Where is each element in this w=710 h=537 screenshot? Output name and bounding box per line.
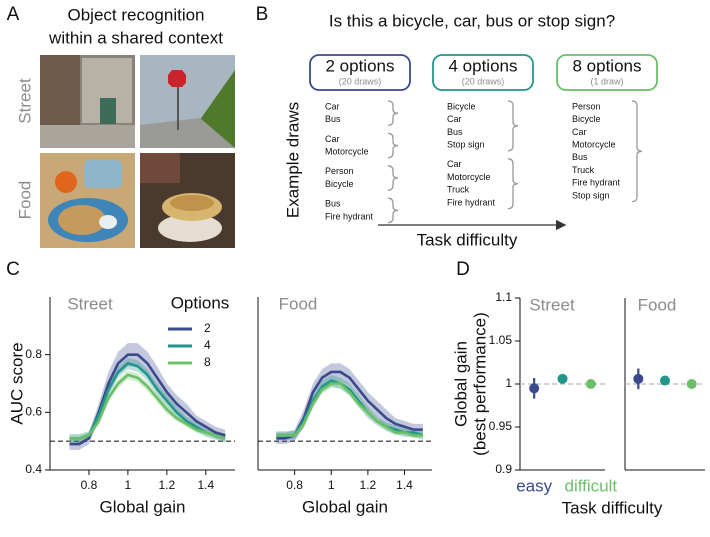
x-axis-label: Global gain xyxy=(302,497,388,516)
x-tick-label: 1.2 xyxy=(158,478,175,492)
dot xyxy=(557,373,568,384)
dot xyxy=(585,379,596,389)
x-axis-label: Task difficulty xyxy=(562,498,663,517)
example-item: Truck xyxy=(572,165,595,175)
example-item: Bus xyxy=(325,199,341,209)
example-item: Truck xyxy=(447,185,470,195)
option-box xyxy=(309,54,411,91)
x-tick-label: difficult xyxy=(565,476,618,495)
example-item: Person xyxy=(325,166,354,176)
series-line xyxy=(69,361,226,440)
brace xyxy=(387,165,399,191)
panel-title: Object recognition xyxy=(67,5,204,24)
option-name: 4 options xyxy=(449,56,518,75)
brace xyxy=(631,100,643,203)
example-item: Fire hydrant xyxy=(572,178,621,188)
option-draws: (20 draws) xyxy=(462,76,505,86)
error-band xyxy=(276,374,423,440)
dot xyxy=(660,375,670,386)
legend-label: 2 xyxy=(204,321,211,335)
example-item: Car xyxy=(447,159,462,169)
dot xyxy=(529,383,540,394)
option-name: 8 options xyxy=(573,56,642,75)
y-tick-label: 1.1 xyxy=(495,290,512,304)
example-label: Example draws xyxy=(283,102,302,218)
example-item: Person xyxy=(572,101,601,111)
example-item: Fire hydrant xyxy=(447,197,496,207)
brace xyxy=(387,197,399,224)
photo-street-1 xyxy=(40,55,135,148)
panel-label: C xyxy=(6,259,20,280)
y-axis-label: AUC score xyxy=(7,342,26,424)
legend-title: Options xyxy=(171,293,230,312)
subplot-title: Food xyxy=(279,294,318,313)
example-item: Bicycle xyxy=(572,114,601,124)
option-box xyxy=(432,54,534,91)
example-item: Car xyxy=(447,114,462,124)
axis-label: Task difficulty xyxy=(417,230,518,249)
y-tick-label: 1.05 xyxy=(489,333,513,347)
row-label: Street xyxy=(15,78,34,124)
y-tick-label: 0.95 xyxy=(489,419,513,433)
example-item: Bus xyxy=(447,127,463,137)
example-item: Car xyxy=(325,134,340,144)
photo-food-2 xyxy=(140,153,235,248)
y-axis-label: (best performance) xyxy=(470,312,489,456)
subplot-title: Food xyxy=(638,295,677,314)
option-box xyxy=(556,54,658,91)
y-tick-label: 0.6 xyxy=(25,405,42,419)
example-item: Stop sign xyxy=(447,139,485,149)
brace xyxy=(507,100,519,152)
series-line xyxy=(276,382,423,437)
panel-label: A xyxy=(7,4,20,25)
example-item: Fire hydrant xyxy=(325,211,374,221)
legend-label: 4 xyxy=(204,338,211,352)
x-tick-label: 1.4 xyxy=(197,478,214,492)
brace xyxy=(387,100,399,127)
error-band xyxy=(276,363,423,445)
brace xyxy=(507,158,519,210)
photo-food-1 xyxy=(40,153,135,248)
x-axis-label: Global gain xyxy=(99,497,185,516)
example-item: Stop sign xyxy=(572,190,610,200)
x-tick-label: 1.2 xyxy=(360,478,377,492)
y-tick-label: 0.4 xyxy=(25,462,42,476)
panel-label: B xyxy=(256,4,269,25)
option-name: 2 options xyxy=(326,56,395,75)
x-tick-label: 1 xyxy=(328,478,335,492)
dot xyxy=(633,373,644,384)
option-draws: (1 draw) xyxy=(590,76,623,86)
x-tick-label: 1.4 xyxy=(396,478,413,492)
x-tick-label: 1 xyxy=(125,478,132,492)
brace xyxy=(387,132,399,159)
legend-label: 8 xyxy=(204,355,211,369)
panel-label: D xyxy=(456,259,470,280)
x-tick-label: easy xyxy=(516,476,552,495)
example-item: Bicycle xyxy=(325,179,354,189)
photo-street-2 xyxy=(140,55,235,148)
option-draws: (20 draws) xyxy=(339,76,382,86)
row-label: Food xyxy=(15,181,34,220)
subplot-title: Street xyxy=(67,294,113,313)
y-tick-label: 0.9 xyxy=(495,462,512,476)
example-item: Car xyxy=(325,101,340,111)
example-item: Bus xyxy=(325,114,341,124)
example-item: Bicycle xyxy=(447,101,476,111)
y-axis-label: Global gain xyxy=(451,341,470,427)
panel-title: Is this a bicycle, car, bus or stop sign… xyxy=(329,11,615,30)
x-tick-label: 0.8 xyxy=(81,478,98,492)
y-tick-label: 1 xyxy=(505,376,512,390)
example-item: Motorcycle xyxy=(447,172,491,182)
example-item: Motorcycle xyxy=(572,139,616,149)
subplot-title: Street xyxy=(529,295,575,314)
dot xyxy=(686,379,697,389)
example-item: Car xyxy=(572,127,587,137)
x-tick-label: 0.8 xyxy=(286,478,303,492)
panel-title: within a shared context xyxy=(48,28,223,47)
example-item: Motorcycle xyxy=(325,146,369,156)
series-line xyxy=(69,373,226,440)
example-item: Bus xyxy=(572,152,588,162)
y-tick-label: 0.8 xyxy=(25,347,42,361)
